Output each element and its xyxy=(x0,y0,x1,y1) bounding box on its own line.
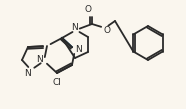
Text: N: N xyxy=(76,44,82,54)
Text: N: N xyxy=(25,68,31,77)
Text: O: O xyxy=(84,5,92,14)
Text: N: N xyxy=(37,54,43,64)
Text: O: O xyxy=(103,26,110,35)
Text: N: N xyxy=(72,22,78,32)
Text: Cl: Cl xyxy=(53,77,61,87)
